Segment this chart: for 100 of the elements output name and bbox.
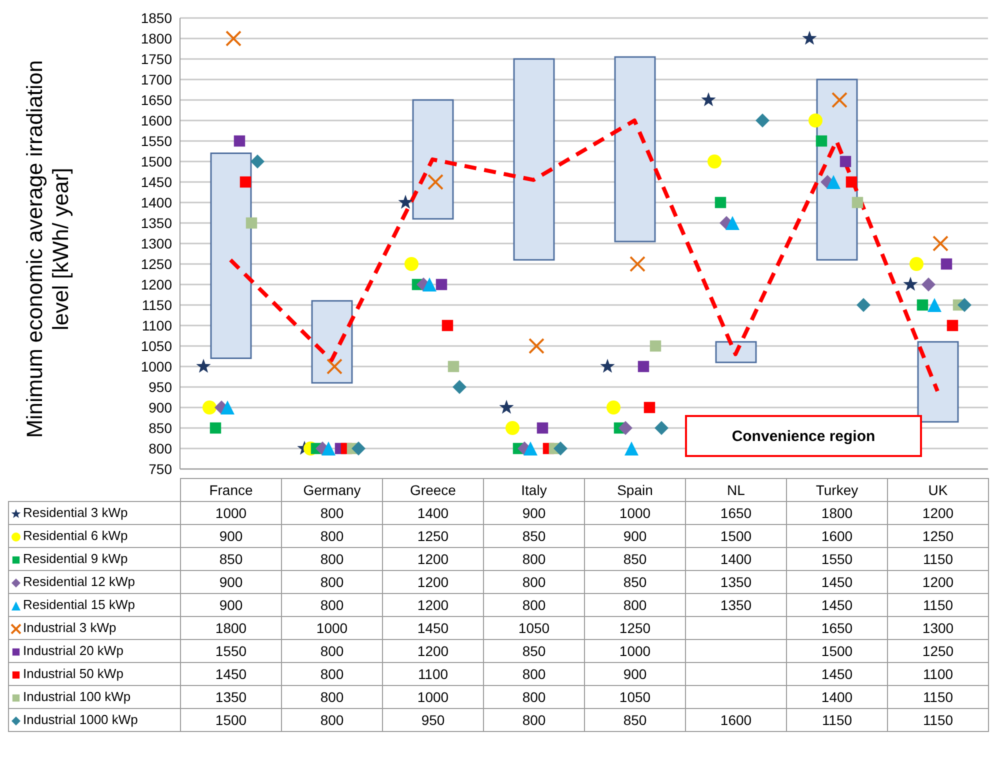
x-tick-label: Spain	[584, 478, 686, 502]
data-label: 1100	[888, 662, 988, 686]
data-label: 1000	[584, 502, 686, 524]
data-label: 800	[282, 502, 382, 524]
x-tick-label: Turkey	[786, 478, 888, 502]
data-label: 1500	[686, 524, 786, 548]
y-tick-label: 1650	[140, 92, 172, 108]
data-label: 1000	[282, 616, 382, 640]
data-label: 1150	[888, 594, 988, 616]
y-tick-label: 1700	[140, 71, 172, 88]
data-label: 1650	[686, 502, 786, 524]
data-label: 800	[484, 594, 584, 616]
data-label: 1350	[686, 594, 786, 616]
y-tick-label: 1450	[140, 174, 172, 190]
y-tick-label: 1550	[140, 132, 172, 149]
data-label: 1200	[382, 640, 484, 662]
data-label: 1600	[686, 708, 786, 732]
y-tick-label: 1350	[140, 214, 172, 231]
data-label: 1450	[786, 662, 888, 686]
y-tick-label: 1850	[140, 10, 172, 26]
data-label: 800	[282, 640, 382, 662]
data-label: 1400	[786, 686, 888, 708]
legend-label: Residential 12 kWp	[8, 570, 180, 594]
legend-label: Residential 6 kWp	[8, 524, 180, 548]
data-label: 1150	[786, 708, 888, 732]
data-label: 1400	[382, 502, 484, 524]
data-label: 1500	[180, 708, 282, 732]
data-label: 800	[484, 686, 584, 708]
data-label: 1150	[888, 686, 988, 708]
legend-label: Residential 15 kWp	[8, 594, 180, 616]
data-label: 1400	[686, 548, 786, 570]
y-tick-label: 1500	[140, 153, 172, 170]
data-label: 1200	[888, 502, 988, 524]
data-label: 1200	[888, 570, 988, 594]
data-label: 1450	[786, 570, 888, 594]
data-label: 800	[282, 686, 382, 708]
data-label: 1200	[382, 548, 484, 570]
data-label: 1200	[382, 594, 484, 616]
data-label: 800	[584, 594, 686, 616]
y-axis-title: Minimum economic average irradiation level [kWh/ year]	[22, 59, 74, 440]
data-label: 850	[180, 548, 282, 570]
y-tick-label: 800	[148, 440, 172, 456]
data-label: 1500	[786, 640, 888, 662]
data-label: 800	[484, 662, 584, 686]
x-tick-label: Italy	[484, 478, 584, 502]
legend-label: Industrial 20 kWp	[8, 640, 180, 662]
data-label: 1350	[686, 570, 786, 594]
y-tick-label: 850	[148, 420, 172, 436]
data-label: 800	[282, 662, 382, 686]
data-label: 900	[584, 524, 686, 548]
legend-label: Industrial 50 kWp	[8, 662, 180, 686]
y-tick-label: 1100	[142, 317, 172, 334]
data-label: 1000	[180, 502, 282, 524]
data-label: 800	[282, 548, 382, 570]
data-label: 1550	[786, 548, 888, 570]
data-label: 1650	[786, 616, 888, 640]
data-label: 1250	[888, 640, 988, 662]
text-box: Convenience region	[685, 415, 922, 457]
data-label: 900	[484, 502, 584, 524]
x-tick-label: France	[180, 478, 282, 502]
x-tick-label: Germany	[282, 478, 382, 502]
data-label: 1050	[584, 686, 686, 708]
data-label: 1450	[382, 616, 484, 640]
data-label: 1350	[180, 686, 282, 708]
data-label: 1250	[888, 524, 988, 548]
data-label: 1450	[180, 662, 282, 686]
y-tick-label: 1200	[140, 276, 172, 292]
y-tick-label: 1800	[140, 30, 172, 46]
data-label: 850	[584, 570, 686, 594]
data-label: 1450	[786, 594, 888, 616]
y-tick-label: 1000	[140, 358, 172, 374]
data-label: 1150	[888, 708, 988, 732]
data-label: 800	[282, 708, 382, 732]
data-label: 950	[382, 708, 484, 732]
data-label: 800	[282, 594, 382, 616]
data-label: 1050	[484, 616, 584, 640]
data-label: 1800	[786, 502, 888, 524]
data-label: 1000	[584, 640, 686, 662]
data-label: 800	[484, 570, 584, 594]
y-tick-label: 950	[148, 378, 172, 395]
data-label: 1550	[180, 640, 282, 662]
legend-label: Industrial 1000 kWp	[8, 708, 180, 732]
data-label: 1250	[584, 616, 686, 640]
data-label: 800	[282, 570, 382, 594]
y-tick-label: 1250	[140, 256, 172, 272]
data-label: 850	[484, 524, 584, 548]
data-label: 1000	[382, 686, 484, 708]
y-tick-label: 900	[148, 399, 172, 416]
data-label: 850	[484, 640, 584, 662]
data-label: 800	[282, 524, 382, 548]
data-label: 1300	[888, 616, 988, 640]
data-label: 1600	[786, 524, 888, 548]
y-tick-label: 750	[148, 460, 172, 477]
data-label: 900	[180, 594, 282, 616]
data-label: 850	[584, 548, 686, 570]
y-tick-label: 1050	[140, 338, 172, 354]
x-tick-label: UK	[888, 478, 988, 502]
legend-label: Industrial 100 kWp	[8, 686, 180, 708]
data-label: 1800	[180, 616, 282, 640]
y-tick-label: 1300	[140, 235, 172, 252]
